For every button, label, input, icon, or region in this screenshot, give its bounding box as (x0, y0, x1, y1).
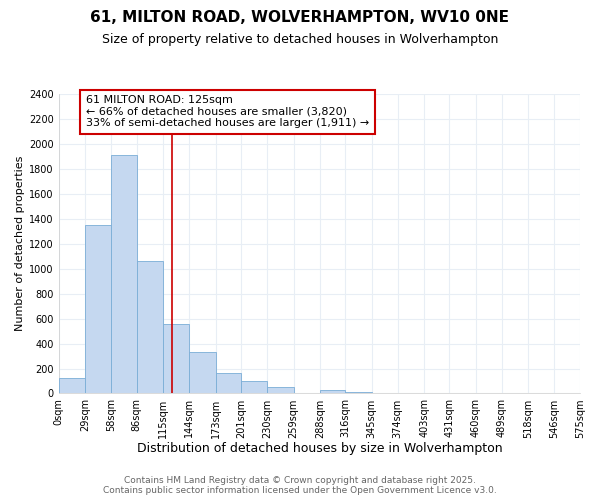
Bar (163, 324, 190, 394)
Bar (267, 386, 293, 394)
Text: 61 MILTON ROAD: 125sqm
← 66% of detached houses are smaller (3,820)
33% of semi-: 61 MILTON ROAD: 125sqm ← 66% of detached… (86, 95, 369, 128)
Bar (59, 378, 85, 394)
X-axis label: Distribution of detached houses by size in Wolverhampton: Distribution of detached houses by size … (137, 442, 502, 455)
Y-axis label: Number of detached properties: Number of detached properties (15, 156, 25, 332)
Text: Size of property relative to detached houses in Wolverhampton: Size of property relative to detached ho… (102, 32, 498, 46)
Bar (215, 373, 241, 394)
Bar (190, 352, 215, 394)
Bar (345, 392, 371, 394)
Bar (137, 261, 163, 394)
Bar (241, 381, 267, 394)
Bar (112, 155, 137, 394)
Text: Contains HM Land Registry data © Crown copyright and database right 2025.
Contai: Contains HM Land Registry data © Crown c… (103, 476, 497, 495)
Bar (85, 225, 112, 394)
Bar (320, 390, 345, 394)
Text: 61, MILTON ROAD, WOLVERHAMPTON, WV10 0NE: 61, MILTON ROAD, WOLVERHAMPTON, WV10 0NE (91, 10, 509, 25)
